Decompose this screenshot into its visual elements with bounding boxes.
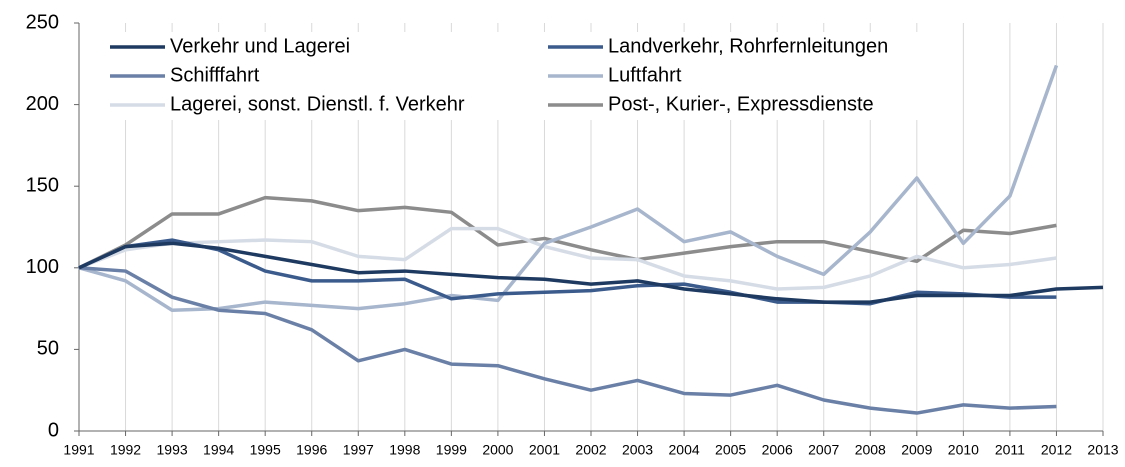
series-line (78, 266, 1057, 415)
legend-label: Lagerei, sonst. Dienstl. f. Verkehr (170, 93, 465, 115)
x-tick-label: 2001 (529, 442, 560, 458)
x-tick-label: 1996 (296, 442, 327, 458)
x-tick-label: 2006 (762, 442, 793, 458)
x-tick-label: 1993 (157, 442, 188, 458)
x-tick-label: 2003 (622, 442, 653, 458)
y-tick-label: 0 (48, 419, 59, 441)
x-tick-label: 1995 (250, 442, 281, 458)
x-tick-label: 2011 (995, 442, 1025, 458)
legend-label: Luftfahrt (608, 64, 682, 86)
x-tick-label: 2005 (715, 442, 746, 458)
legend-box (100, 32, 945, 120)
x-tick-label: 2000 (482, 442, 513, 458)
legend-label: Verkehr und Lagerei (170, 35, 350, 57)
series-line (78, 226, 1057, 291)
x-tick-label: 1991 (63, 442, 94, 458)
series-line (78, 64, 1059, 312)
x-tick-label: 1999 (436, 442, 467, 458)
x-tick-label: 1994 (203, 442, 234, 458)
legend-label: Post-, Kurier-, Expressdienste (608, 93, 874, 115)
x-tick-label: 2008 (855, 442, 886, 458)
legend-label: Schifffahrt (170, 64, 260, 86)
y-tick-label: 150 (26, 174, 59, 196)
x-tick-label: 1998 (389, 442, 420, 458)
y-tick-label: 200 (26, 93, 59, 115)
x-tick-label: 2002 (575, 442, 606, 458)
x-tick-label: 2012 (1041, 442, 1072, 458)
x-tick-label: 2010 (948, 442, 979, 458)
y-tick-label: 100 (26, 256, 59, 278)
x-tick-label: 1997 (343, 442, 374, 458)
x-tick-label: 2004 (669, 442, 700, 458)
x-tick-label: 2009 (901, 442, 932, 458)
x-tick-label: 1992 (110, 442, 141, 458)
y-tick-label: 50 (37, 338, 59, 360)
x-tick-label: 2013 (1087, 442, 1118, 458)
series-line (78, 241, 1104, 304)
legend-label: Landverkehr, Rohrfernleitungen (608, 35, 888, 57)
y-tick-label: 250 (26, 11, 59, 33)
series-line (78, 195, 1057, 270)
x-tick-label: 2007 (808, 442, 839, 458)
